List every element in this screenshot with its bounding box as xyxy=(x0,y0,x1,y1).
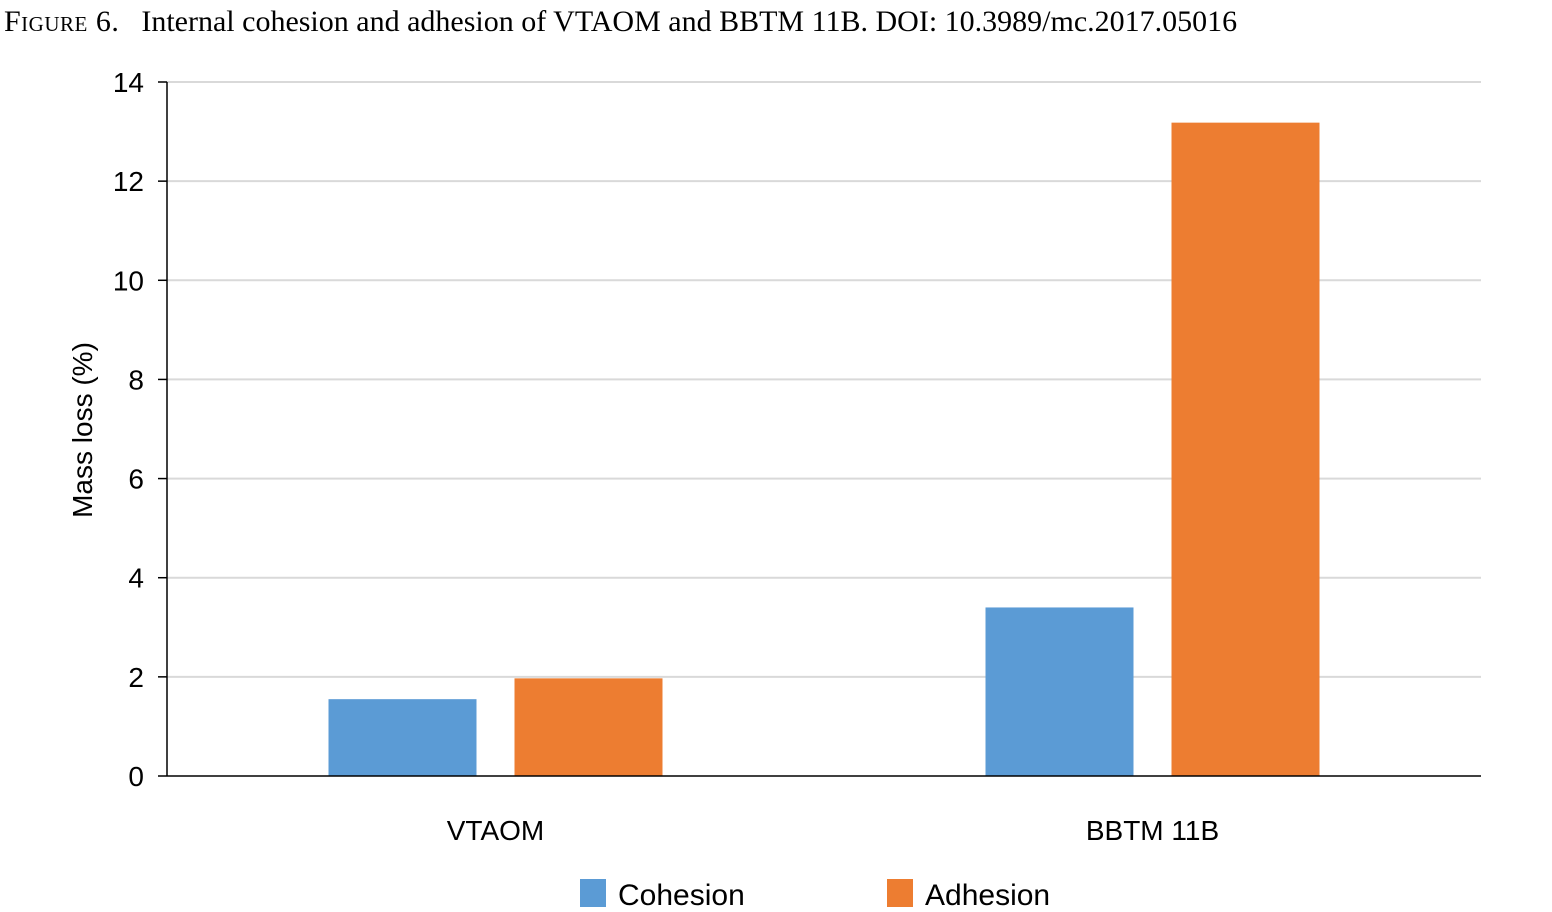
bar-cohesion-vtaom xyxy=(328,699,477,776)
legend-label-adhesion: Adhesion xyxy=(925,879,1050,912)
axes xyxy=(166,82,1481,777)
y-tick-label: 0 xyxy=(128,761,144,792)
bar-adhesion-bbtm-11b xyxy=(1171,122,1320,777)
y-axis-label: Mass loss (%) xyxy=(67,342,98,518)
legend-swatch-adhesion xyxy=(887,879,913,907)
y-tick-label: 14 xyxy=(113,67,144,98)
bar-adhesion-vtaom xyxy=(514,678,663,776)
x-tick-label: VTAOM xyxy=(447,815,544,846)
y-tick-label: 4 xyxy=(128,563,144,594)
x-tick-labels: VTAOM BBTM 11B xyxy=(447,815,1219,846)
figure-caption: Figure 6. Internal cohesion and adhesion … xyxy=(4,0,1552,44)
y-tick-label: 8 xyxy=(128,364,144,395)
y-tick-labels: 0 2 4 6 8 10 12 14 xyxy=(113,67,144,792)
figure-caption-text: Internal cohesion and adhesion of VTAOM … xyxy=(141,5,1238,38)
figure-label: Figure 6. xyxy=(4,5,120,38)
y-tick-label: 10 xyxy=(113,265,144,296)
y-tick-label: 2 xyxy=(128,662,144,693)
legend: Cohesion Adhesion xyxy=(580,879,1050,912)
bar-cohesion-bbtm-11b xyxy=(985,607,1134,776)
legend-swatch-cohesion xyxy=(580,879,606,907)
y-tick-label: 6 xyxy=(128,464,144,495)
bars xyxy=(328,122,1320,777)
legend-label-cohesion: Cohesion xyxy=(618,879,745,912)
x-tick-label: BBTM 11B xyxy=(1086,815,1219,846)
y-tick-label: 12 xyxy=(113,166,144,197)
